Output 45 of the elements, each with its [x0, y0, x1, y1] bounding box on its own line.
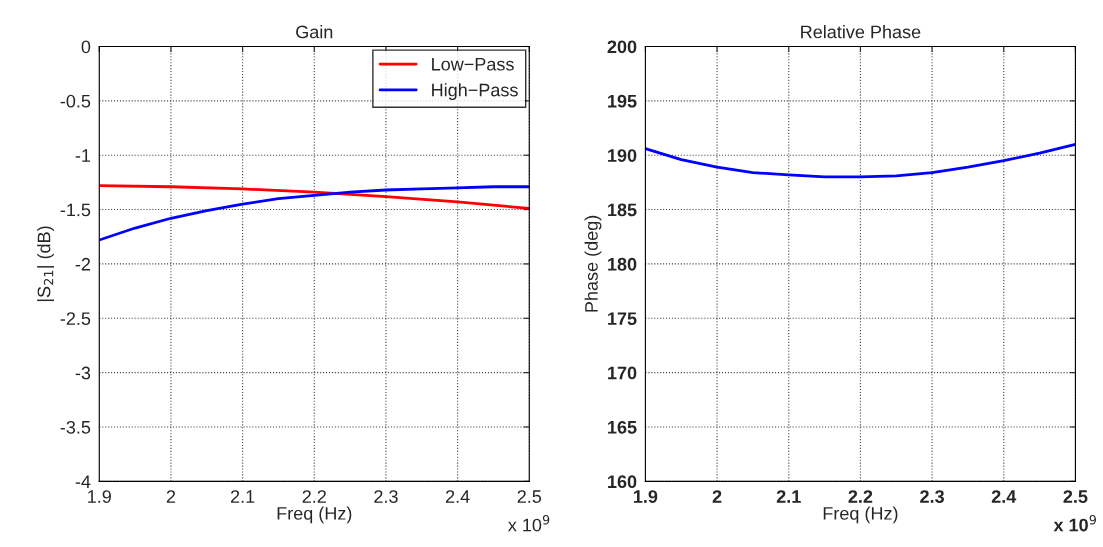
x-tick-label: 2.3: [374, 490, 398, 503]
x-tick-label: 2: [166, 490, 176, 503]
text: x 10$^{9}$: [1053, 514, 1096, 532]
y-axis-title: Phase (deg): [584, 215, 602, 312]
line-series: [645, 142, 1076, 179]
y-tick-label: -1: [75, 149, 91, 162]
y-tick-label: -1.5: [60, 203, 91, 217]
y-tick-label: -3.5: [60, 420, 91, 434]
x-tick-label: 2.2: [302, 490, 326, 503]
y-tick-label: -3: [75, 366, 91, 380]
legend-label: High−Pass: [432, 83, 518, 101]
y-tick-label: 185: [608, 203, 637, 217]
legend-label: Low−Pass: [432, 57, 514, 71]
line-series: [99, 185, 530, 242]
x-tick-label: 2.2: [848, 490, 873, 503]
x-tick-label: 2.5: [517, 490, 542, 503]
x-tick-label: 2.4: [991, 490, 1017, 503]
text: x 10$^{9}$: [508, 514, 550, 532]
y-tick-label: 160: [608, 475, 637, 489]
y-axis-title: |S$_{21}$| (dB): [37, 226, 55, 302]
x-tick-label: 2.3: [920, 490, 944, 503]
x-tick-label: 2: [712, 490, 722, 503]
x-axis-title: Freq (Hz): [823, 506, 898, 524]
y-tick-label: 195: [608, 94, 637, 108]
y-tick-label: -4: [75, 475, 91, 488]
y-tick-label: 180: [608, 257, 637, 271]
x-axis-title: Freq (Hz): [277, 506, 352, 524]
x-tick-label: 2.4: [445, 490, 470, 503]
y-tick-label: 190: [608, 149, 637, 162]
y-tick-label: -2.5: [60, 312, 91, 326]
chart-title: Gain: [296, 25, 333, 39]
line-series: [99, 184, 530, 210]
x-tick-label: 2.5: [1063, 490, 1088, 503]
x-tick-label: 1.9: [633, 490, 658, 503]
x-tick-label: 1.9: [88, 490, 111, 503]
y-tick-label: 200: [607, 40, 637, 54]
x-tick-label: 2.1: [230, 490, 255, 503]
y-tick-label: -0.5: [60, 94, 91, 108]
x-tick-label: 2.1: [776, 490, 801, 503]
y-tick-label: 175: [608, 312, 637, 326]
y-tick-label: 165: [608, 420, 637, 434]
y-tick-label: 0: [81, 40, 91, 54]
y-tick-label: -2: [75, 257, 91, 271]
chart-title: Relative Phase: [801, 25, 921, 39]
y-tick-label: 170: [608, 366, 637, 380]
